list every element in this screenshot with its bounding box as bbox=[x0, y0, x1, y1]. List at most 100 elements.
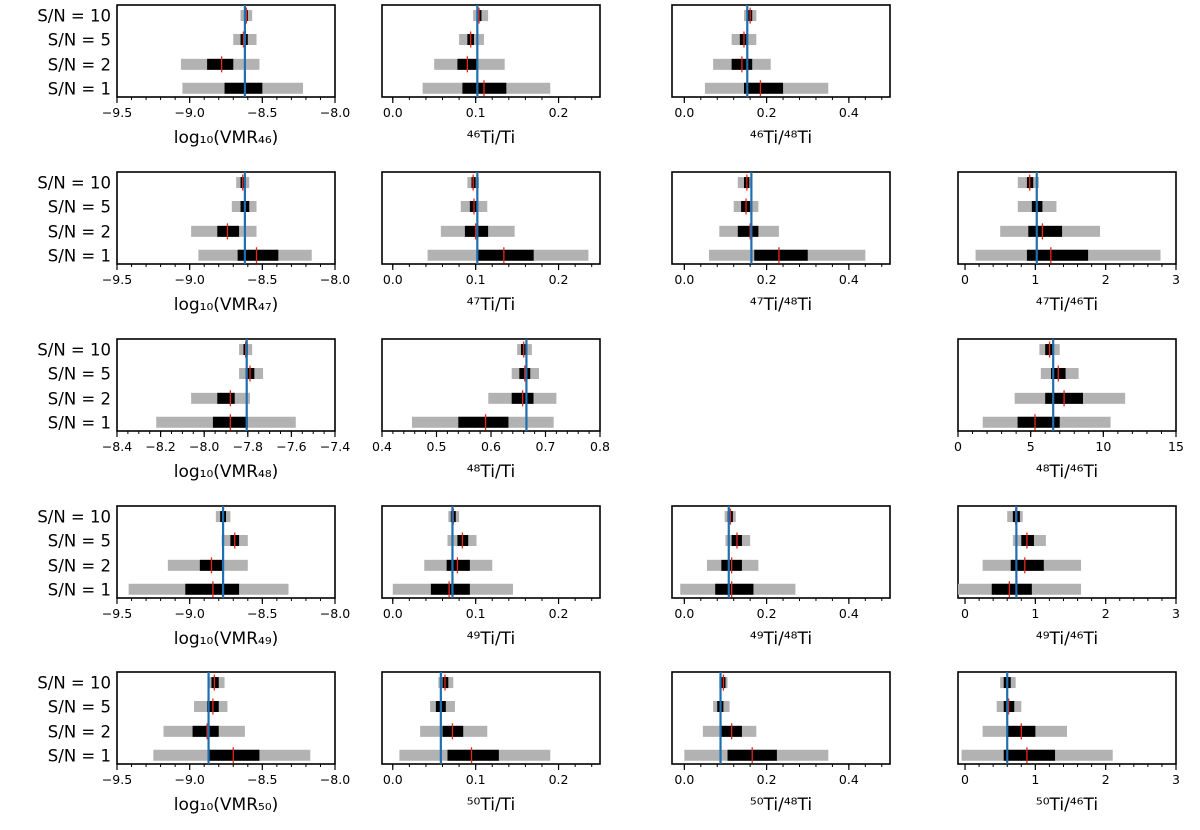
x-tick-label: 2 bbox=[1102, 272, 1110, 287]
inner-interval-bar bbox=[1026, 249, 1089, 261]
inner-interval-bar bbox=[217, 392, 235, 404]
y-tick-label: S/N = 10 bbox=[37, 674, 111, 693]
x-tick-label: 0.2 bbox=[549, 772, 569, 787]
x-tick-label: 2 bbox=[1102, 772, 1110, 787]
panel-3-0: S/N = 1 S/N = 2 S/N = 5 S/N = 10 −9.5 −9.0 −8.… bbox=[37, 505, 350, 649]
panel-4-1: 0.0 0.1 0.2 ⁵⁰Ti/Ti bbox=[381, 671, 601, 815]
panel-3-3: 0 1 2 3 ⁴⁹Ti/⁴⁶Ti bbox=[957, 505, 1180, 649]
x-tick-label: 0.1 bbox=[466, 772, 486, 787]
plot-frame bbox=[381, 671, 601, 765]
x-axis-label: log₁₀(VMR₅₀) bbox=[174, 795, 279, 815]
panel-4-2: 0.0 0.2 0.4 ⁵⁰Ti/⁴⁸Ti bbox=[671, 671, 891, 815]
x-tick-label: 10 bbox=[1095, 439, 1111, 454]
plot-frame bbox=[957, 171, 1177, 265]
x-axis-label: ⁴⁶Ti/⁴⁸Ti bbox=[750, 128, 812, 148]
x-tick-label: −9.0 bbox=[174, 272, 204, 287]
y-tick-label: S/N = 1 bbox=[48, 580, 111, 599]
x-axis-label: ⁴⁶Ti/Ti bbox=[467, 128, 516, 148]
inner-interval-bar bbox=[185, 583, 240, 595]
plot-frame bbox=[671, 505, 891, 599]
panel-0-2: 0.0 0.2 0.4 ⁴⁶Ti/⁴⁸Ti bbox=[671, 4, 891, 148]
y-tick-label: S/N = 10 bbox=[37, 7, 111, 26]
x-tick-label: −7.8 bbox=[233, 439, 263, 454]
panel-2-1: 0.4 0.5 0.6 0.7 0.8 ⁴⁸Ti/Ti bbox=[372, 338, 610, 482]
y-tick-label: S/N = 2 bbox=[48, 722, 111, 741]
x-tick-label: 0.2 bbox=[549, 105, 569, 120]
x-tick-label: 2 bbox=[1102, 606, 1110, 621]
x-tick-label: 0 bbox=[961, 272, 969, 287]
plot-frame bbox=[116, 171, 336, 265]
x-tick-label: 0.2 bbox=[757, 772, 777, 787]
inner-interval-bar bbox=[1003, 749, 1056, 761]
y-tick-label: S/N = 1 bbox=[48, 413, 111, 432]
inner-interval-bar bbox=[1028, 225, 1063, 237]
x-tick-label: −9.0 bbox=[174, 772, 204, 787]
x-axis-label: ⁴⁹Ti/⁴⁸Ti bbox=[750, 629, 812, 649]
x-axis-label: ⁵⁰Ti/⁴⁶Ti bbox=[1036, 795, 1098, 815]
y-tick-label: S/N = 10 bbox=[37, 341, 111, 360]
plot-frame bbox=[671, 4, 891, 98]
inner-interval-bar bbox=[446, 559, 470, 571]
panel-1-2: 0.0 0.2 0.4 ⁴⁷Ti/⁴⁸Ti bbox=[671, 171, 891, 315]
x-tick-label: 0.2 bbox=[757, 105, 777, 120]
inner-interval-bar bbox=[192, 725, 219, 737]
x-tick-label: 0.1 bbox=[466, 606, 486, 621]
x-tick-label: 3 bbox=[1172, 772, 1180, 787]
x-axis-label: ⁴⁹Ti/⁴⁶Ti bbox=[1036, 629, 1098, 649]
x-tick-label: 0.0 bbox=[383, 606, 403, 621]
inner-interval-bar bbox=[991, 583, 1032, 595]
plot-frame bbox=[116, 338, 336, 432]
x-tick-label: −9.0 bbox=[174, 105, 204, 120]
plot-frame bbox=[381, 4, 601, 98]
x-tick-label: 0.1 bbox=[466, 105, 486, 120]
x-tick-label: 1 bbox=[1031, 772, 1039, 787]
panel-1-3: 0 1 2 3 ⁴⁷Ti/⁴⁶Ti bbox=[957, 171, 1180, 315]
x-axis-label: ⁴⁸Ti/⁴⁶Ti bbox=[1036, 462, 1098, 482]
x-axis-label: ⁴⁷Ti/⁴⁶Ti bbox=[1036, 295, 1098, 315]
x-axis-label: log₁₀(VMR₄₈) bbox=[174, 462, 279, 482]
inner-interval-bar bbox=[1021, 535, 1034, 546]
plot-frame bbox=[671, 171, 891, 265]
x-tick-label: 0.2 bbox=[549, 272, 569, 287]
panel-3-1: 0.0 0.1 0.2 ⁴⁹Ti/Ti bbox=[381, 505, 601, 649]
y-tick-label: S/N = 1 bbox=[48, 746, 111, 765]
y-tick-label: S/N = 5 bbox=[48, 31, 111, 50]
x-tick-label: 0.4 bbox=[839, 606, 859, 621]
panel-4-0: S/N = 1 S/N = 2 S/N = 5 S/N = 10 −9.5 −9.0 −8.… bbox=[37, 671, 350, 815]
x-tick-label: 0.7 bbox=[536, 439, 556, 454]
x-tick-label: 0 bbox=[961, 606, 969, 621]
x-tick-label: −8.2 bbox=[145, 439, 175, 454]
x-tick-label: 0.0 bbox=[674, 772, 694, 787]
inner-interval-bar bbox=[737, 225, 759, 237]
plot-frame bbox=[957, 671, 1177, 765]
y-tick-label: S/N = 1 bbox=[48, 246, 111, 265]
panel-1-1: 0.0 0.1 0.2 ⁴⁷Ti/Ti bbox=[381, 171, 601, 315]
x-axis-label: ⁴⁹Ti/Ti bbox=[467, 629, 516, 649]
x-tick-label: 0.0 bbox=[674, 606, 694, 621]
x-axis-label: ⁴⁷Ti/⁴⁸Ti bbox=[750, 295, 812, 315]
x-axis-label: ⁴⁸Ti/Ti bbox=[467, 462, 516, 482]
x-axis-label: log₁₀(VMR₄₉) bbox=[174, 629, 279, 649]
inner-interval-bar bbox=[430, 583, 470, 595]
x-tick-label: 0.5 bbox=[427, 439, 447, 454]
inner-interval-bar bbox=[217, 225, 240, 237]
inner-interval-bar bbox=[743, 82, 784, 94]
x-tick-label: −8.5 bbox=[247, 606, 277, 621]
inner-interval-bar bbox=[237, 249, 279, 261]
x-tick-label: 0.1 bbox=[466, 272, 486, 287]
x-axis-label: log₁₀(VMR₄₇) bbox=[174, 295, 279, 315]
x-tick-label: 0.8 bbox=[590, 439, 610, 454]
panel-3-2: 0.0 0.2 0.4 ⁴⁹Ti/⁴⁸Ti bbox=[671, 505, 891, 649]
x-tick-label: −9.5 bbox=[102, 272, 132, 287]
panel-2-3: 0 5 10 15 ⁴⁸Ti/⁴⁶Ti bbox=[954, 338, 1184, 482]
y-tick-label: S/N = 5 bbox=[48, 198, 111, 217]
plot-frame bbox=[116, 671, 336, 765]
x-tick-label: −9.0 bbox=[174, 606, 204, 621]
inner-interval-bar bbox=[754, 249, 808, 261]
x-tick-label: 0 bbox=[961, 772, 969, 787]
x-tick-label: −8.4 bbox=[102, 439, 132, 454]
x-tick-label: 5 bbox=[1027, 439, 1035, 454]
panel-0-0: S/N = 1 S/N = 2 S/N = 5 S/N = 10 −9.5 −9.0 −8.… bbox=[37, 4, 350, 148]
x-tick-label: 0.0 bbox=[383, 105, 403, 120]
